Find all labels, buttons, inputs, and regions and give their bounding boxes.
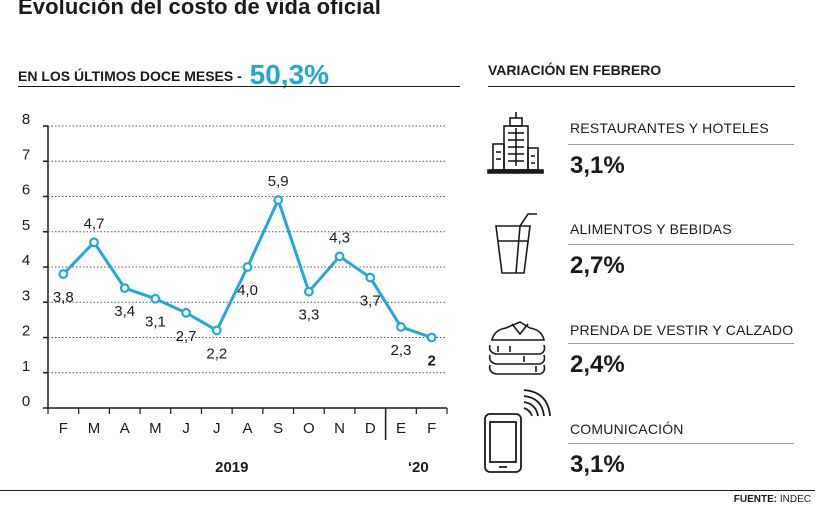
- data-point: [211, 325, 222, 336]
- source-name: INDEC: [779, 494, 811, 505]
- x-tick-label: M: [149, 420, 162, 437]
- year-label-2019: 2019: [215, 459, 248, 476]
- data-label: 3,8: [53, 289, 74, 306]
- x-tick-label: N: [334, 420, 345, 437]
- data-label: 3,3: [298, 307, 319, 324]
- category-value: 2,4%: [570, 351, 625, 378]
- y-tick-label: 7: [22, 146, 30, 163]
- data-point: [426, 332, 437, 343]
- right-header-rule: [488, 86, 795, 87]
- x-tick-label: F: [59, 420, 68, 437]
- left-header: EN LOS ÚLTIMOS DOCE MESES - 50,3%: [18, 56, 330, 90]
- y-tick-label: 3: [22, 287, 30, 304]
- category-label: ALIMENTOS Y BEBIDAS: [570, 221, 732, 237]
- category-divider: [568, 244, 794, 245]
- source-note: FUENTE: INDEC: [734, 494, 811, 505]
- category-divider: [568, 343, 794, 344]
- data-label: 2,7: [176, 328, 197, 345]
- mobile-phone-icon: [484, 389, 551, 473]
- data-point: [365, 272, 376, 283]
- folded-clothes-icon: [488, 321, 546, 375]
- x-tick-label: S: [273, 420, 283, 437]
- data-point: [242, 262, 253, 272]
- left-header-rule: [18, 86, 460, 87]
- category-label: RESTAURANTES Y HOTELES: [570, 120, 769, 136]
- page-title: Evolución del costo de vida oficial: [18, 0, 381, 19]
- x-tick-label: J: [182, 420, 190, 437]
- source-label: FUENTE:: [733, 494, 778, 505]
- building-icon: [487, 112, 544, 174]
- x-tick-label: A: [242, 420, 252, 437]
- category-label: COMUNICACIÓN: [570, 421, 684, 437]
- annual-inflation-value: 50,3%: [249, 59, 330, 90]
- category-divider: [568, 144, 794, 145]
- data-label: 4,7: [84, 215, 105, 232]
- drink-glass-icon: [495, 213, 537, 274]
- y-tick-label: 0: [22, 393, 30, 410]
- y-tick-label: 2: [22, 323, 30, 340]
- right-header: VARIACIÓN EN FEBRERO: [488, 62, 662, 78]
- data-label: 3,1: [145, 314, 166, 331]
- data-point: [303, 286, 314, 297]
- data-label: 4,0: [237, 282, 258, 299]
- x-tick-label: M: [88, 420, 101, 437]
- category-label: PRENDA DE VESTIR Y CALZADO: [570, 322, 794, 338]
- data-point: [58, 269, 69, 279]
- x-tick-label: D: [365, 420, 376, 437]
- x-tick-label: F: [427, 420, 436, 437]
- data-point: [273, 195, 284, 205]
- x-tick-label: J: [213, 420, 221, 437]
- y-tick-label: 1: [22, 358, 30, 375]
- x-tick-label: O: [303, 420, 315, 437]
- data-label: 5,9: [268, 173, 289, 190]
- data-point: [150, 293, 161, 304]
- y-tick-label: 8: [22, 111, 30, 128]
- data-point: [119, 283, 130, 294]
- data-point: [396, 322, 406, 332]
- data-label: 4,3: [329, 229, 350, 246]
- y-tick-label: 6: [22, 182, 30, 199]
- data-point: [89, 237, 99, 248]
- category-value: 3,1%: [570, 451, 625, 478]
- y-tick-label: 5: [22, 217, 30, 234]
- x-tick-label: E: [396, 420, 406, 437]
- data-label: 2,2: [206, 345, 227, 362]
- data-label: 2: [427, 353, 435, 370]
- x-tick-label: A: [120, 420, 130, 437]
- category-value: 2,7%: [570, 252, 625, 279]
- data-point: [334, 251, 345, 262]
- category-divider: [568, 443, 794, 444]
- category-value: 3,1%: [570, 152, 625, 179]
- y-tick-label: 4: [22, 252, 30, 269]
- data-label: 3,4: [114, 303, 135, 320]
- left-header-text: EN LOS ÚLTIMOS DOCE MESES -: [18, 68, 242, 84]
- footer-rule: [0, 490, 815, 491]
- data-point: [181, 307, 192, 318]
- data-label: 2,3: [391, 342, 412, 359]
- year-label-2020: ‘20: [408, 459, 429, 476]
- data-label: 3,7: [360, 293, 381, 310]
